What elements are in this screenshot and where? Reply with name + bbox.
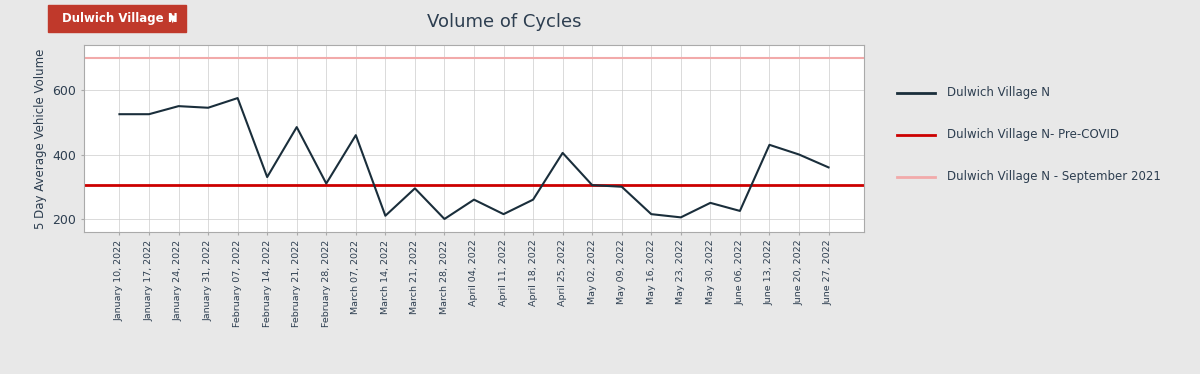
Text: Dulwich Village N- Pre-COVID: Dulwich Village N- Pre-COVID — [947, 128, 1118, 141]
Text: Dulwich Village N: Dulwich Village N — [62, 12, 178, 25]
Text: Volume of Cycles: Volume of Cycles — [427, 13, 581, 31]
Text: Dulwich Village N - September 2021: Dulwich Village N - September 2021 — [947, 170, 1160, 183]
Text: ▼: ▼ — [169, 13, 176, 23]
Y-axis label: 5 Day Average Vehicle Volume: 5 Day Average Vehicle Volume — [34, 48, 47, 229]
Text: Dulwich Village N: Dulwich Village N — [947, 86, 1050, 99]
